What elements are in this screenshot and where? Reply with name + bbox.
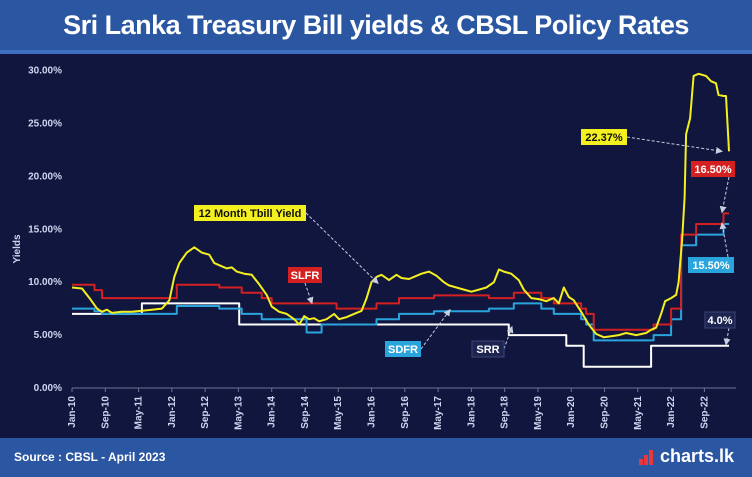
x-tick-label: Jan-16 (367, 396, 378, 428)
x-tick-label: Jan-18 (466, 396, 477, 428)
y-tick-label: 20.00% (28, 171, 62, 182)
x-tick-label: May-19 (533, 396, 544, 430)
x-tick-label: Sep-10 (100, 396, 111, 429)
line-chart: Yields 0.00% 5.00% 10.00% 15.00% 20.00% 25.00… (12, 66, 736, 430)
x-tick-label: Sep-16 (400, 396, 411, 429)
y-tick-label: 30.00% (28, 66, 62, 77)
x-tick-label: Sep-14 (300, 396, 311, 429)
y-tick-label: 15.00% (28, 224, 62, 235)
y-tick-label: 10.00% (28, 277, 62, 288)
plot-panel: Yields 0.00% 5.00% 10.00% 15.00% 20.00% 25.00… (0, 54, 752, 438)
x-tick-label: Jan-14 (267, 396, 278, 428)
annotation-label: SLFR (291, 270, 320, 282)
annotation-box (288, 267, 322, 283)
x-tick-label: Jan-22 (666, 396, 677, 428)
annotation-arrow (723, 327, 731, 346)
series-line-sdfr (72, 223, 729, 342)
annotation-arrow (420, 308, 451, 350)
x-tick-label: Sep-18 (500, 396, 511, 429)
bar-chart-icon (638, 449, 657, 465)
annotation-arrow (719, 221, 729, 258)
annotation-label: 4.0% (707, 315, 732, 327)
series-line-slfr (72, 212, 729, 331)
chart-title-bar: Sri Lanka Treasury Bill yields & CBSL Po… (0, 0, 752, 54)
annotation-label: 12 Month Tbill Yield (199, 208, 302, 220)
x-tick-label: May-17 (433, 396, 444, 430)
annotation-arrow (503, 325, 514, 350)
annotation-arrow (719, 176, 730, 214)
brand-logo: charts.lk (638, 446, 734, 467)
annotation-label: SRR (476, 344, 499, 356)
annotation-label: 16.50% (694, 164, 732, 176)
x-tick-label: Jan-20 (566, 396, 577, 428)
annotation-label: 15.50% (692, 260, 730, 272)
x-tick-label: Sep-12 (200, 396, 211, 429)
x-tick-label: May-13 (233, 396, 244, 430)
annotation-box (691, 161, 735, 177)
x-tick-label: Sep-22 (699, 396, 710, 429)
annotation-box (704, 311, 736, 329)
annotation-label: SDFR (388, 344, 418, 356)
annotation-box (385, 341, 421, 357)
footer-bar: Source : CBSL - April 2023 charts.lk (0, 438, 752, 477)
chart-title: Sri Lanka Treasury Bill yields & CBSL Po… (63, 9, 689, 40)
x-tick-label: May-11 (134, 396, 145, 430)
annotation-arrow (304, 282, 314, 305)
x-tick-label: Sep-20 (600, 396, 611, 429)
annotation-box (471, 340, 505, 358)
y-tick-label: 25.00% (28, 118, 62, 129)
x-tick-label: May-21 (633, 396, 644, 430)
series-line-12-month-tbill-yield (71, 72, 730, 339)
y-tick-label: 0.00% (34, 383, 62, 394)
source-note: Source : CBSL - April 2023 (14, 450, 166, 464)
y-axis-label: Yields (12, 234, 23, 264)
annotation-box (688, 257, 734, 273)
x-tick-label: May-15 (333, 396, 344, 430)
brand-name: charts.lk (659, 446, 734, 466)
annotation-box (194, 205, 306, 221)
x-tick-label: Jan-10 (67, 396, 78, 428)
annotation-arrow (626, 136, 723, 154)
annotation-arrow (305, 212, 379, 284)
series-line-srr (72, 302, 729, 368)
annotation-label: 22.37% (585, 132, 623, 144)
annotation-box (581, 129, 627, 145)
y-tick-label: 5.00% (34, 330, 62, 341)
x-tick-label: Jan-12 (167, 396, 178, 428)
